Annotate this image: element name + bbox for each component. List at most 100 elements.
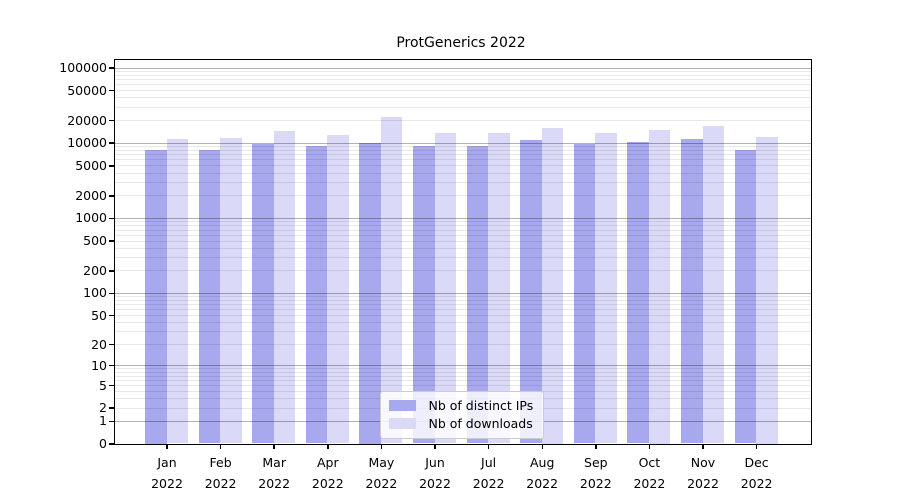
bar-nb-of-downloads-aug <box>541 128 564 444</box>
y-tick-label-10000: 10000 <box>67 135 107 151</box>
gridline-80 <box>114 300 811 301</box>
x-tick-year: 2022 <box>687 476 719 491</box>
legend-item-downloads: Nb of downloads <box>388 415 534 433</box>
x-tick-month: Apr <box>316 455 339 470</box>
legend-swatch-distinct-ips <box>388 400 416 411</box>
bar-nb-of-distinct-ips-nov <box>681 138 703 444</box>
y-tick-label-20: 20 <box>91 336 107 352</box>
gridline-6000 <box>114 159 811 161</box>
gridline-300 <box>114 257 811 259</box>
x-tick-year: 2022 <box>419 476 451 491</box>
gridline-400 <box>114 247 811 249</box>
bar-nb-of-distinct-ips-oct <box>627 142 649 444</box>
x-tick-mark <box>595 444 597 449</box>
gridline-900 <box>114 221 811 223</box>
gridline-5 <box>114 385 811 386</box>
x-tick-month: Nov <box>690 455 716 470</box>
x-tick-label-feb: Feb 2022 <box>189 452 253 494</box>
bar-nb-of-distinct-ips-mar <box>252 143 274 444</box>
y-tick-label-50: 50 <box>91 307 107 323</box>
x-tick-label-nov: Nov 2022 <box>671 452 735 494</box>
gridline-20000 <box>114 120 811 122</box>
gridline-700 <box>114 229 811 231</box>
gridline-10 <box>114 365 811 367</box>
bar-nb-of-downloads-nov <box>702 125 724 444</box>
bar-nb-of-downloads-jul <box>488 132 510 444</box>
x-tick-year: 2022 <box>526 476 559 491</box>
gridline-2000 <box>114 195 811 197</box>
x-tick-year: 2022 <box>151 476 183 491</box>
gridline-6 <box>114 379 811 381</box>
legend-label-downloads: Nb of downloads <box>428 416 533 431</box>
gridline-80000 <box>114 74 811 76</box>
gridline-7000 <box>114 154 811 156</box>
bar-nb-of-downloads-jun <box>434 133 456 444</box>
x-tick-year: 2022 <box>204 476 237 491</box>
legend-item-distinct-ips: Nb of distinct IPs <box>388 397 534 415</box>
y-tick-label-10: 10 <box>91 357 107 373</box>
x-tick-month: Oct <box>638 455 661 470</box>
gridline-20 <box>114 344 811 346</box>
x-tick-month: Mar <box>262 455 286 470</box>
gridline-90000 <box>114 70 811 72</box>
x-tick-label-aug: Aug 2022 <box>510 452 574 494</box>
gridline-60000 <box>114 84 811 86</box>
x-tick-month: Dec <box>744 455 769 470</box>
gridline-4000 <box>114 172 811 174</box>
x-tick-month: Sep <box>584 455 608 470</box>
y-tick-label-500: 500 <box>83 233 107 248</box>
gridline-3000 <box>114 182 811 183</box>
bar-nb-of-downloads-dec <box>756 136 778 444</box>
x-tick-mark <box>380 444 383 449</box>
bar-nb-of-distinct-ips-aug <box>520 140 542 444</box>
gridline-100000 <box>114 67 811 69</box>
gridline-50000 <box>114 90 811 92</box>
y-tick-label-2: 2 <box>99 400 107 416</box>
gridline-200 <box>114 270 811 272</box>
x-tick-year: 2022 <box>365 476 398 491</box>
legend-label-distinct-ips: Nb of distinct IPs <box>428 398 534 413</box>
x-tick-mark <box>273 444 275 449</box>
bar-nb-of-downloads-mar <box>273 130 296 444</box>
y-tick-label-20000: 20000 <box>67 112 107 128</box>
bar-nb-of-distinct-ips-apr <box>305 145 328 444</box>
gridline-70 <box>114 304 811 306</box>
bar-nb-of-distinct-ips-jan <box>145 150 167 444</box>
x-tick-label-sep: Sep 2022 <box>564 452 628 494</box>
x-tick-mark <box>755 444 758 449</box>
gridline-70000 <box>114 79 811 81</box>
x-tick-mark <box>541 444 543 449</box>
y-tick-label-5: 5 <box>99 377 107 393</box>
gridline-40 <box>114 322 811 324</box>
y-tick-label-100: 100 <box>83 285 107 301</box>
x-tick-month: Jan <box>157 455 177 470</box>
x-tick-mark <box>648 444 651 449</box>
bar-nb-of-distinct-ips-dec <box>734 149 757 444</box>
bar-nb-of-downloads-feb <box>220 138 242 444</box>
gridline-600 <box>114 234 811 236</box>
y-tick-label-200: 200 <box>83 262 107 278</box>
x-tick-month: Feb <box>209 455 232 470</box>
x-tick-year: 2022 <box>311 476 344 491</box>
x-tick-month: Jun <box>425 455 445 470</box>
x-tick-month: Jul <box>481 455 497 470</box>
x-tick-mark <box>166 444 168 449</box>
y-tick-label-5000: 5000 <box>75 157 107 173</box>
x-tick-label-jul: Jul 2022 <box>457 452 521 494</box>
x-tick-year: 2022 <box>258 476 291 491</box>
x-tick-label-mar: Mar 2022 <box>242 452 306 494</box>
gridline-500 <box>114 240 811 242</box>
gridline-8 <box>114 371 811 373</box>
y-tick-label-0: 0 <box>99 436 107 451</box>
x-tick-mark <box>219 444 222 449</box>
legend: Nb of distinct IPs Nb of downloads <box>379 390 545 439</box>
x-tick-mark <box>487 444 490 449</box>
plot-area: Nb of distinct IPs Nb of downloads <box>113 58 812 445</box>
y-tick-label-2000: 2000 <box>75 187 107 203</box>
bar-nb-of-downloads-oct <box>648 129 671 444</box>
x-tick-month: Aug <box>529 455 555 470</box>
x-tick-mark <box>327 444 329 449</box>
gridline-50 <box>114 315 811 317</box>
chart-title: ProtGenerics 2022 <box>396 35 526 51</box>
